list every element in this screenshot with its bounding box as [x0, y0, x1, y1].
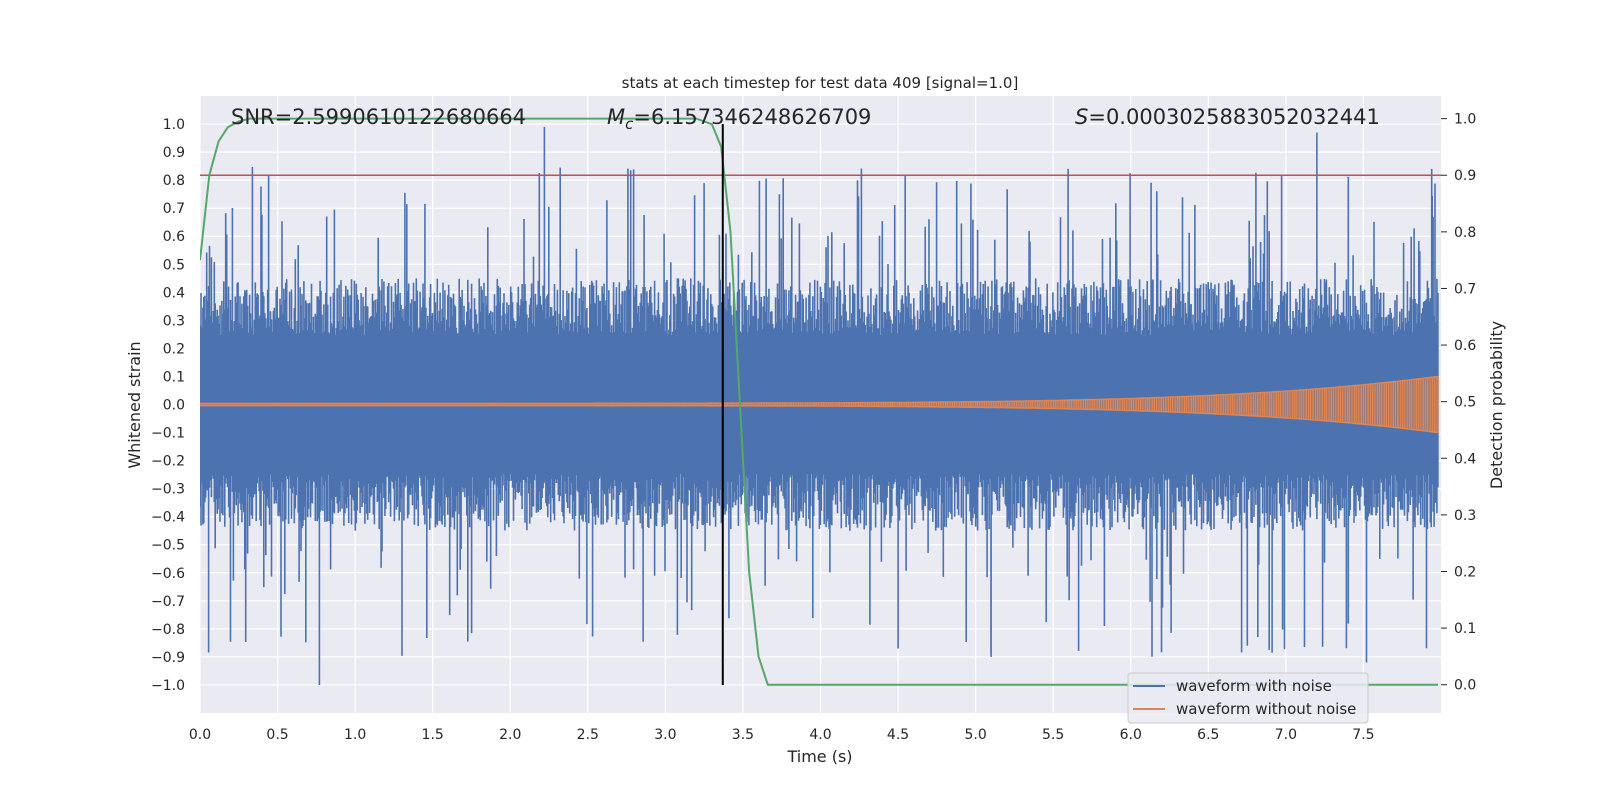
y-tick-label: 0.4 [163, 285, 185, 301]
x-ticks: 0.0 0.5 1.0 1.5 2.0 2.5 3.0 3.5 4.0 4.5 5.0 5.5 6.0 6… [189, 727, 1375, 743]
x-axis-label: Time (s) [786, 747, 852, 766]
y-axis-label: Whitened strain [125, 341, 144, 468]
clean-trace-body [200, 376, 1439, 433]
chirp-mass-annotation: Mc=6.157346248626709 [607, 105, 871, 133]
y2-tick-label: 0.3 [1454, 508, 1476, 524]
y-tick-label: −0.1 [151, 426, 185, 442]
y-tick-label: 0.5 [163, 257, 185, 273]
y-tick-label: −0.9 [151, 650, 185, 666]
y-tick-label: 0.3 [163, 313, 185, 329]
y2-axis-label: Detection probability [1487, 321, 1506, 489]
x-tick-label: 2.0 [499, 727, 521, 743]
clean-trace-lower [200, 404, 1438, 434]
y-tick-label: −0.8 [151, 622, 185, 638]
y-tick-label: −0.2 [151, 454, 185, 470]
y2-tick-label: 0.4 [1454, 451, 1476, 467]
y2-tick-label: 0.8 [1454, 225, 1476, 241]
x-tick-label: 1.5 [422, 727, 444, 743]
x-tick-label: 4.0 [809, 727, 831, 743]
s-symbol: S [1075, 105, 1088, 129]
y-tick-label: 1.0 [163, 117, 185, 133]
y2-tick-label: 0.1 [1454, 621, 1476, 637]
y2-ticks: 1.0 0.9 0.8 0.7 0.6 0.5 0.4 0.3 0.2 0.1 0.0 [1441, 112, 1476, 694]
x-tick-label: 1.0 [344, 727, 366, 743]
y2-tick-label: 0.2 [1454, 564, 1476, 580]
chirp-mass-symbol: M [607, 105, 625, 129]
x-tick-label: 6.5 [1197, 727, 1219, 743]
legend-box [1127, 672, 1369, 724]
y-tick-label: 0.6 [163, 229, 185, 245]
y-tick-label: 0.1 [163, 369, 185, 385]
s-annotation: S=0.0003025883052032441 [1075, 105, 1380, 129]
x-tick-label: 0.0 [189, 727, 211, 743]
y-tick-label: −0.5 [151, 538, 185, 554]
series-waveform-without-noise [200, 375, 1439, 434]
legend-label-waveform-without-noise: waveform without noise [1176, 700, 1356, 718]
clean-trace-upper [200, 375, 1438, 405]
y2-tick-label: 0.6 [1454, 338, 1476, 354]
chirp-mass-subscript: c [625, 115, 634, 133]
y2-tick-label: 0.5 [1454, 395, 1476, 411]
y-tick-label: 0.0 [163, 398, 185, 414]
x-tick-label: 5.0 [964, 727, 986, 743]
y-tick-label: 0.2 [163, 341, 185, 357]
y-ticks: 1.0 0.9 0.8 0.7 0.6 0.5 0.4 0.3 0.2 0.1 0.0 −0.1 −0.… [151, 117, 185, 694]
y-tick-label: −0.3 [151, 482, 185, 498]
s-value: =0.0003025883052032441 [1088, 105, 1380, 129]
series-detection-probability [200, 117, 1438, 686]
y2-tick-label: 0.9 [1454, 168, 1476, 184]
chart-title: stats at each timestep for test data 409… [622, 74, 1019, 92]
x-tick-label: 6.0 [1120, 727, 1142, 743]
legend: waveform with noise waveform without noi… [1127, 672, 1369, 724]
y-tick-label: −0.7 [151, 594, 185, 610]
x-tick-label: 4.5 [887, 727, 909, 743]
snr-annotation: SNR=2.5990610122680664 [231, 105, 526, 129]
x-tick-label: 3.5 [732, 727, 754, 743]
y2-tick-label: 0.7 [1454, 281, 1476, 297]
y-tick-label: 0.8 [163, 173, 185, 189]
y2-tick-label: 0.0 [1454, 678, 1476, 694]
x-tick-label: 5.5 [1042, 727, 1064, 743]
x-tick-label: 7.5 [1352, 727, 1374, 743]
y-tick-label: −0.4 [151, 510, 185, 526]
y2-tick-label: 1.0 [1454, 112, 1476, 128]
y-tick-label: 0.7 [163, 201, 185, 217]
x-tick-label: 0.5 [266, 727, 288, 743]
x-tick-label: 7.0 [1275, 727, 1297, 743]
x-tick-label: 2.5 [577, 727, 599, 743]
y-tick-label: −1.0 [151, 678, 185, 694]
legend-label-waveform-with-noise: waveform with noise [1176, 677, 1332, 695]
y-tick-label: 0.9 [163, 145, 185, 161]
chirp-mass-value: =6.157346248626709 [633, 105, 871, 129]
y-tick-label: −0.6 [151, 566, 185, 582]
x-tick-label: 3.0 [654, 727, 676, 743]
